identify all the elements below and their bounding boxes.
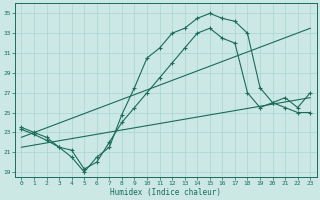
X-axis label: Humidex (Indice chaleur): Humidex (Indice chaleur) [110, 188, 221, 197]
